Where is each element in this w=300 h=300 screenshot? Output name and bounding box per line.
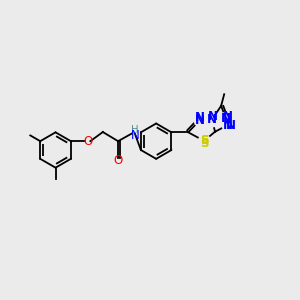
Text: H: H xyxy=(131,125,139,136)
Text: S: S xyxy=(200,134,208,147)
Text: N: N xyxy=(207,113,217,126)
Text: N: N xyxy=(226,118,236,131)
Text: O: O xyxy=(113,154,123,166)
Text: N: N xyxy=(223,118,233,131)
Text: N: N xyxy=(223,110,233,123)
Text: N: N xyxy=(130,129,139,142)
Text: N: N xyxy=(221,112,231,124)
Text: N: N xyxy=(208,110,218,123)
Text: N: N xyxy=(195,111,205,124)
Text: S: S xyxy=(200,134,208,147)
Text: O: O xyxy=(83,135,92,148)
Text: S: S xyxy=(200,137,208,150)
Text: N: N xyxy=(195,114,205,127)
